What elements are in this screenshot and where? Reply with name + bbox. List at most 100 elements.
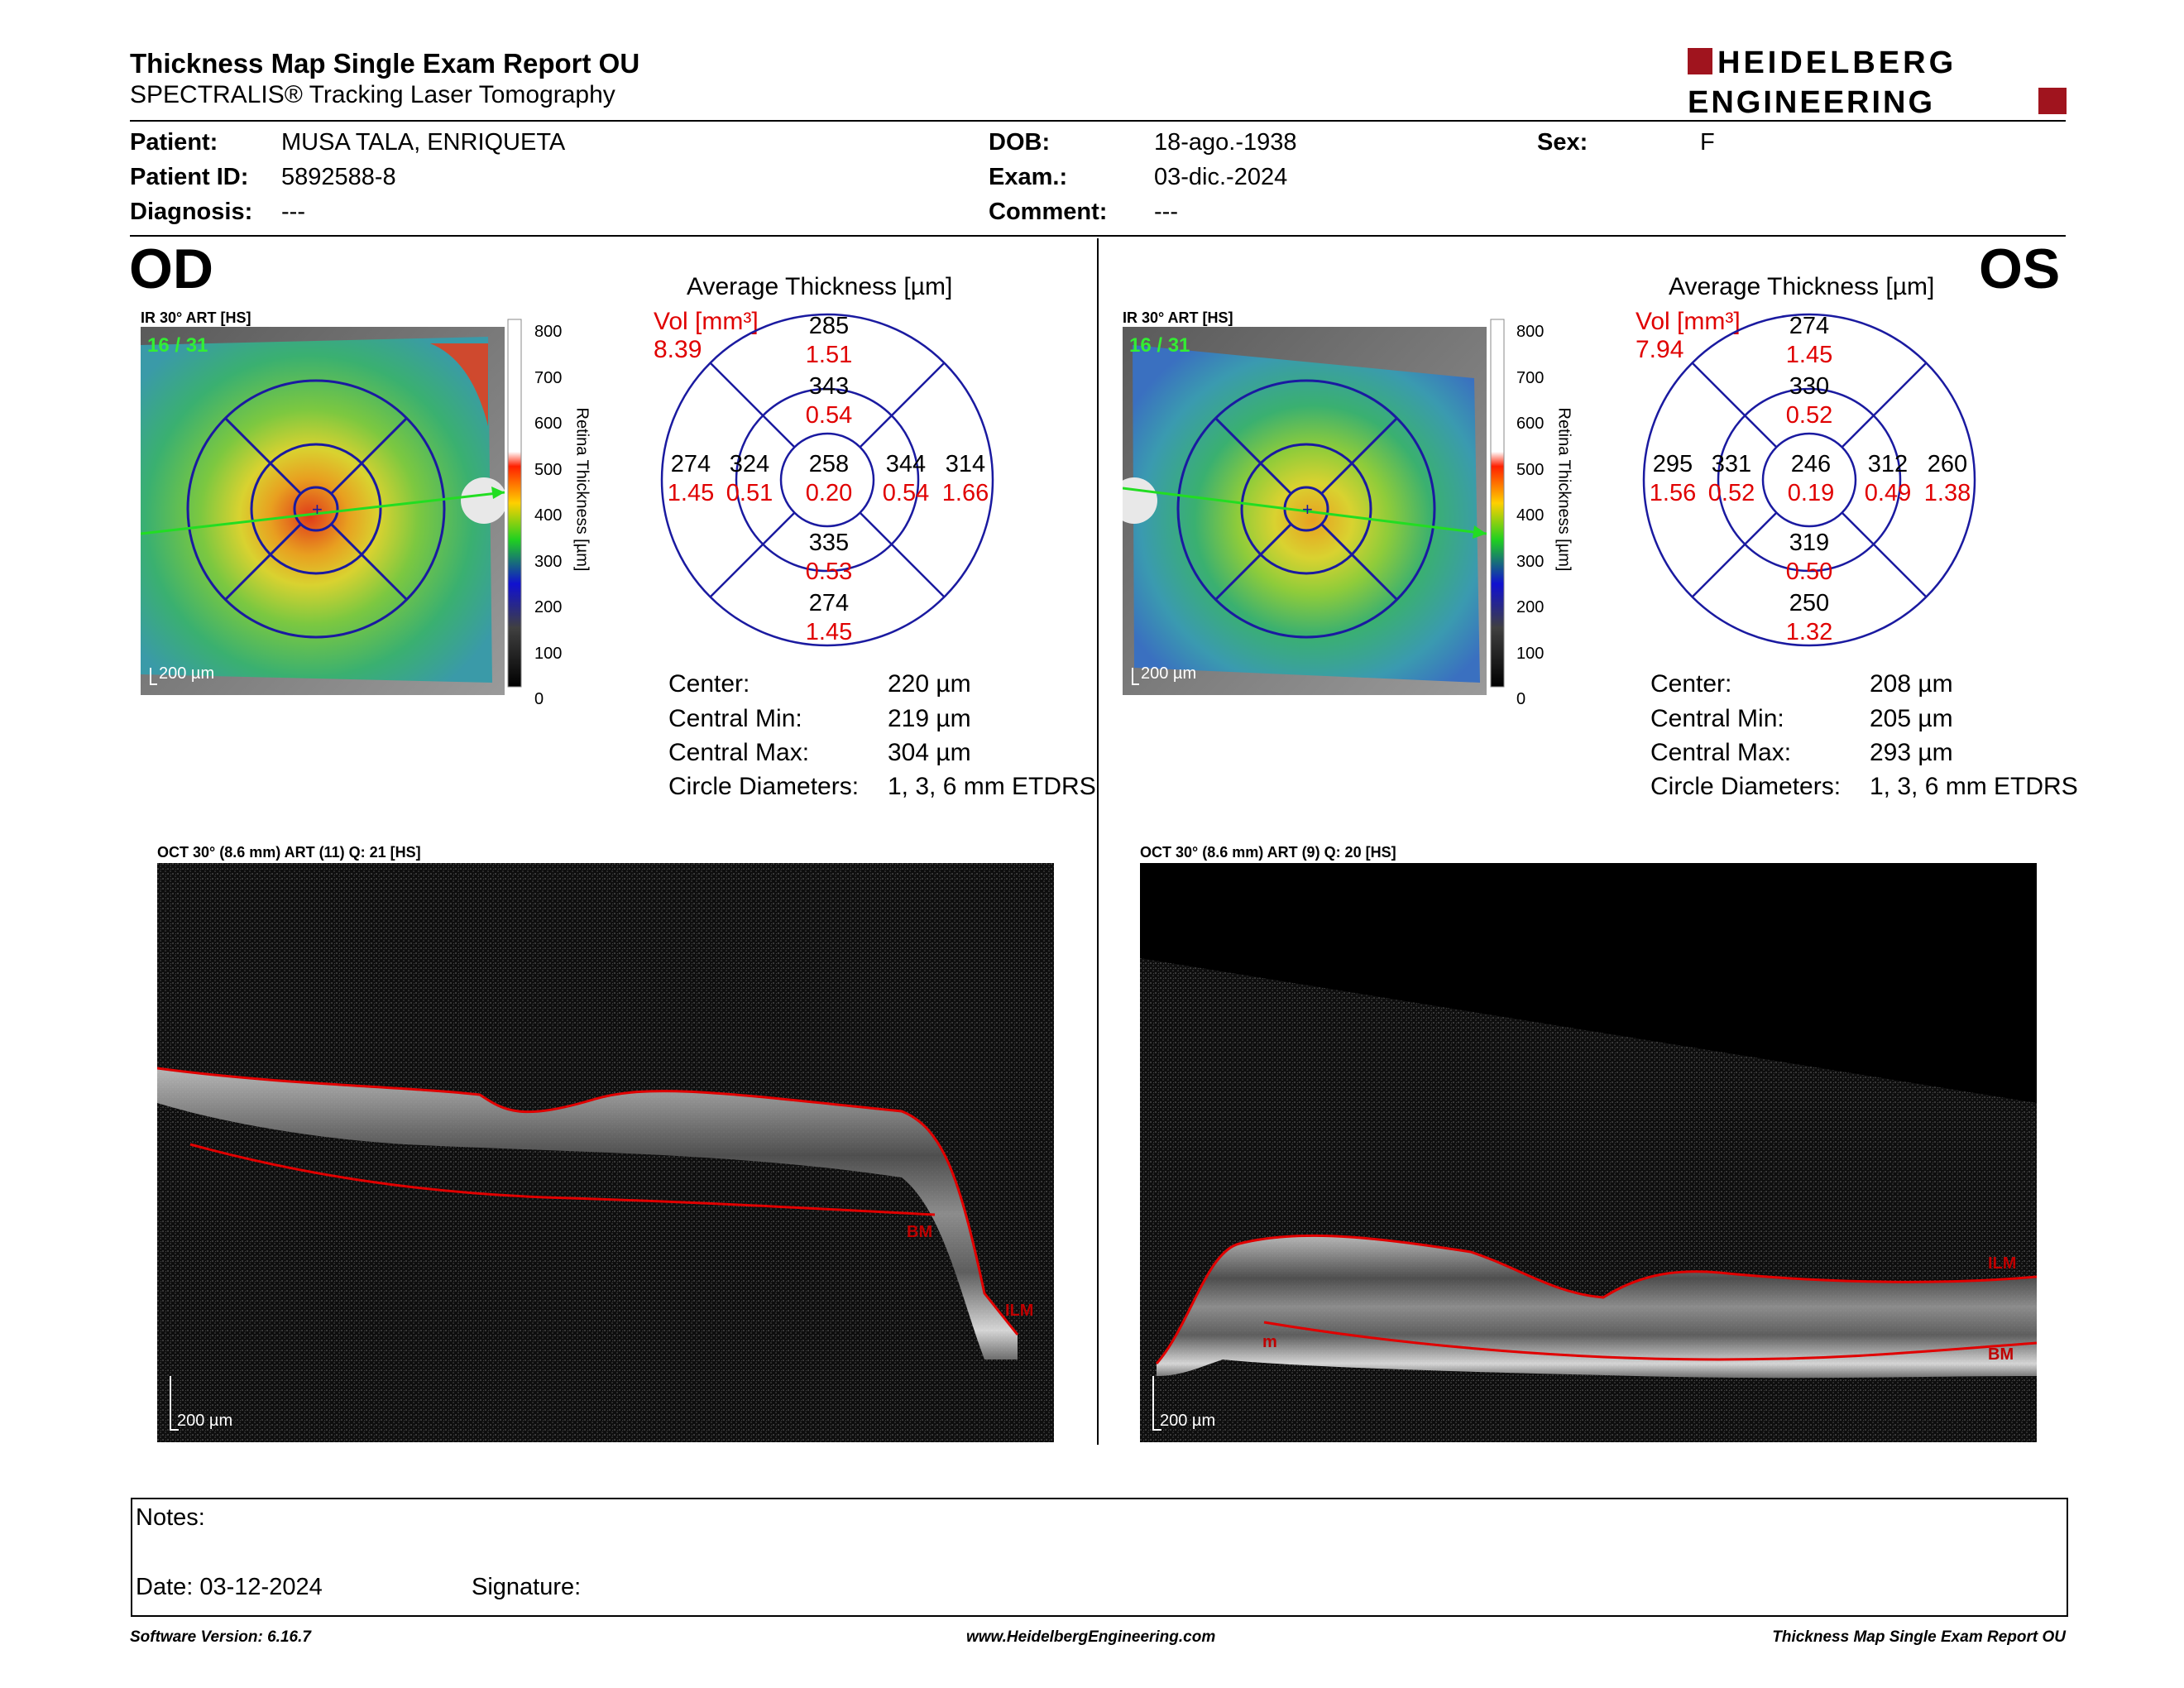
od-inf-out-thk: 274 bbox=[808, 590, 850, 616]
od-vol-total: 8.39 bbox=[654, 336, 702, 363]
os-inf-in-vol: 0.50 bbox=[1785, 559, 1833, 585]
patient-id-value: 5892588-8 bbox=[281, 164, 396, 190]
os-sup-in-thk: 330 bbox=[1789, 373, 1830, 400]
scale-tick: 100 bbox=[534, 644, 563, 663]
os-center-vol: 0.19 bbox=[1787, 480, 1835, 506]
os-central-max-value: 293 µm bbox=[1870, 739, 1953, 766]
os-nas-in-vol: 0.49 bbox=[1864, 480, 1912, 506]
od-central-min-value: 219 µm bbox=[888, 705, 971, 732]
od-oct-label: OCT 30° (8.6 mm) ART (11) Q: 21 [HS] bbox=[157, 844, 421, 861]
os-central-max-label: Central Max: bbox=[1650, 739, 1792, 766]
od-oct-bm: BM bbox=[907, 1223, 932, 1241]
os-oct-bscan: ILM BM m 200 µm bbox=[1140, 863, 2037, 1442]
os-vol-label: Vol [mm³] bbox=[1636, 308, 1741, 335]
svg-text:HEIDELBERG: HEIDELBERG bbox=[1717, 46, 1956, 80]
date-label: Date: 03-12-2024 bbox=[136, 1574, 323, 1600]
eye-divider bbox=[1097, 238, 1099, 1445]
od-oct-scale: 200 µm bbox=[177, 1412, 232, 1430]
os-tmp-in-thk: 331 bbox=[1711, 451, 1752, 477]
scale-tick: 400 bbox=[534, 506, 563, 525]
od-central-min-label: Central Min: bbox=[668, 705, 802, 732]
scale-tick: 500 bbox=[534, 460, 563, 479]
os-avg-title: Average Thickness [µm] bbox=[1669, 273, 1935, 300]
os-central-min-label: Central Min: bbox=[1650, 705, 1784, 732]
od-inf-in-vol: 0.53 bbox=[805, 559, 853, 585]
scale-tick: 100 bbox=[1516, 644, 1545, 663]
os-sup-in-vol: 0.52 bbox=[1785, 402, 1833, 429]
od-sup-out-thk: 285 bbox=[808, 313, 850, 339]
notes-box bbox=[131, 1498, 2068, 1617]
svg-text:ENGINEERING: ENGINEERING bbox=[1688, 85, 1935, 117]
os-circle-diam-label: Circle Diameters: bbox=[1650, 773, 1842, 800]
os-ir-count: 16 / 31 bbox=[1129, 334, 1190, 357]
scale-tick: 500 bbox=[1516, 460, 1545, 479]
os-oct-m: m bbox=[1262, 1333, 1277, 1351]
os-nas-out-thk: 260 bbox=[1927, 451, 1968, 477]
od-scale-ticks: 800 700 600 500 400 300 200 100 0 bbox=[534, 309, 562, 723]
od-nas-in-vol: 0.54 bbox=[882, 480, 930, 506]
od-central-max-label: Central Max: bbox=[668, 739, 810, 766]
od-inf-out-vol: 1.45 bbox=[805, 619, 853, 645]
patient-id-label: Patient ID: bbox=[130, 164, 249, 190]
os-tmp-in-vol: 0.52 bbox=[1707, 480, 1755, 506]
os-center-thk: 246 bbox=[1790, 451, 1832, 477]
os-tmp-out-thk: 295 bbox=[1652, 451, 1693, 477]
scale-tick: 800 bbox=[1516, 323, 1545, 341]
os-oct-label: OCT 30° (8.6 mm) ART (9) Q: 20 [HS] bbox=[1140, 844, 1396, 861]
patient-name: MUSA TALA, ENRIQUETA bbox=[281, 129, 566, 156]
sex-value: F bbox=[1700, 129, 1715, 156]
os-inf-out-vol: 1.32 bbox=[1785, 619, 1833, 645]
os-inf-out-thk: 250 bbox=[1789, 590, 1830, 616]
os-sup-out-thk: 274 bbox=[1789, 313, 1830, 339]
signature-label: Signature: bbox=[472, 1574, 582, 1600]
scale-tick: 0 bbox=[534, 690, 544, 708]
exam-value: 03-dic.-2024 bbox=[1154, 164, 1288, 190]
dob-value: 18-ago.-1938 bbox=[1154, 129, 1297, 156]
os-ir-label: IR 30° ART [HS] bbox=[1123, 309, 1233, 326]
od-center-label: Center: bbox=[668, 670, 750, 698]
heidelberg-logo: HEIDELBERG ENGINEERING bbox=[1688, 46, 2067, 117]
scale-tick: 200 bbox=[1516, 598, 1545, 616]
footer-software-version: Software Version: 6.16.7 bbox=[130, 1628, 311, 1646]
od-sup-in-thk: 343 bbox=[808, 373, 850, 400]
od-nas-out-thk: 314 bbox=[945, 451, 986, 477]
od-ir-label: IR 30° ART [HS] bbox=[141, 309, 251, 326]
scale-tick: 0 bbox=[1516, 690, 1526, 708]
scale-tick: 700 bbox=[534, 368, 563, 387]
od-tmp-in-vol: 0.51 bbox=[726, 480, 774, 506]
od-oct-ilm: ILM bbox=[1005, 1302, 1033, 1320]
os-tmp-out-vol: 1.56 bbox=[1649, 480, 1697, 506]
footer-report-name: Thickness Map Single Exam Report OU bbox=[1772, 1628, 2066, 1646]
os-eye-label: OS bbox=[1979, 237, 2061, 300]
os-nas-out-vol: 1.38 bbox=[1923, 480, 1971, 506]
patient-divider bbox=[130, 235, 2066, 237]
footer-website: www.HeidelbergEngineering.com bbox=[966, 1628, 1216, 1646]
od-oct-bscan: BM ILM 200 µm bbox=[157, 863, 1054, 1442]
scale-tick: 200 bbox=[534, 598, 563, 616]
od-tmp-out-thk: 274 bbox=[670, 451, 711, 477]
od-etdrs-grid bbox=[660, 313, 994, 647]
od-vol-label: Vol [mm³] bbox=[654, 308, 759, 335]
od-scale-label: Retina Thickness [µm] bbox=[572, 407, 592, 572]
os-thickness-map: + 16 / 31 200 µm bbox=[1123, 327, 1487, 695]
os-scale-ticks: 800 700 600 500 400 300 200 100 0 bbox=[1516, 309, 1544, 723]
od-sup-out-vol: 1.51 bbox=[805, 342, 853, 368]
os-sup-out-vol: 1.45 bbox=[1785, 342, 1833, 368]
comment-value: --- bbox=[1154, 199, 1178, 225]
os-oct-bm: BM bbox=[1988, 1345, 2014, 1364]
os-center-label: Center: bbox=[1650, 670, 1732, 698]
od-center-vol: 0.20 bbox=[805, 480, 853, 506]
os-etdrs-grid bbox=[1642, 313, 1976, 647]
os-oct-scale: 200 µm bbox=[1160, 1412, 1215, 1430]
scale-tick: 700 bbox=[1516, 368, 1545, 387]
patient-label: Patient: bbox=[130, 129, 218, 156]
os-ir-scale: 200 µm bbox=[1141, 664, 1196, 683]
od-eye-label: OD bbox=[129, 237, 213, 300]
svg-text:+: + bbox=[312, 499, 323, 520]
os-oct-ilm: ILM bbox=[1988, 1254, 2016, 1273]
scale-tick: 300 bbox=[1516, 552, 1545, 571]
os-nas-in-thk: 312 bbox=[1867, 451, 1909, 477]
od-color-scale bbox=[507, 319, 522, 688]
os-vol-total: 7.94 bbox=[1636, 336, 1684, 363]
od-center-thk: 258 bbox=[808, 451, 850, 477]
